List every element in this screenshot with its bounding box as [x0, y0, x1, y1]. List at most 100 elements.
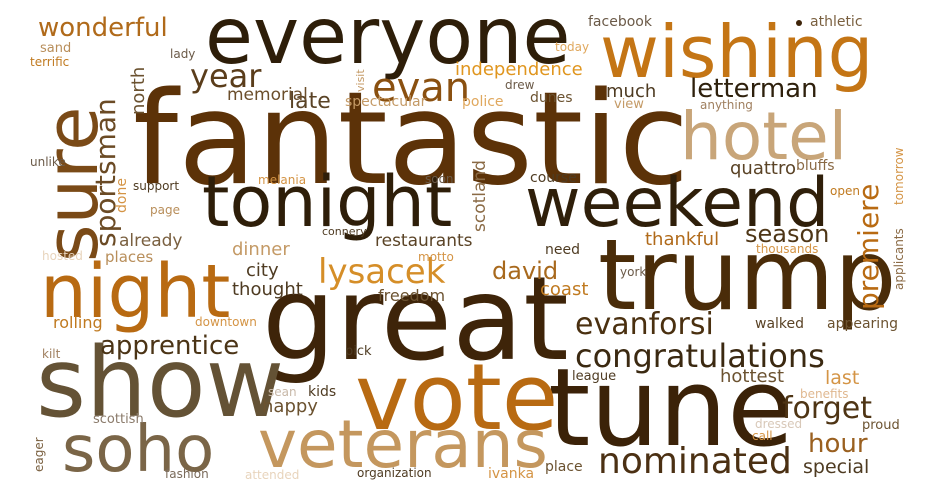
word-spectacular: spectacular: [345, 94, 427, 110]
word-lysacek: lysacek: [318, 252, 446, 292]
word-appearing: appearing: [827, 316, 898, 332]
word-pick: pick: [345, 344, 372, 359]
word-bluffs: bluffs: [796, 158, 835, 174]
word-fashion: fashion: [165, 467, 209, 481]
word-wonderful: wonderful: [38, 13, 168, 43]
word-sean: sean: [268, 385, 297, 399]
word-sportsman: sportsman: [89, 98, 122, 247]
word-freedom: freedom: [378, 286, 446, 305]
word-letterman: letterman: [690, 74, 818, 104]
word-benefits: benefits: [800, 387, 849, 401]
word-need: need: [545, 242, 580, 258]
word-downtown: downtown: [195, 315, 257, 329]
word-weekend: weekend: [525, 164, 830, 243]
word-unlike: unlike: [30, 155, 66, 169]
word-places: places: [105, 248, 154, 266]
word-connery: connery: [322, 225, 367, 238]
word-happy: happy: [262, 396, 318, 417]
word-thankful: thankful: [645, 229, 720, 250]
word-melania: melania: [258, 173, 307, 187]
word-kids: kids: [308, 384, 337, 400]
word-restaurants: restaurants: [375, 231, 473, 251]
word-open: open: [830, 184, 860, 198]
word-congratulations: congratulations: [575, 337, 825, 375]
word-veterans: veterans: [258, 406, 548, 483]
word-hour: hour: [808, 429, 868, 459]
word-motto: motto: [418, 250, 454, 264]
word-forget: forget: [782, 391, 872, 426]
word-great: great: [262, 252, 569, 387]
word-david: david: [492, 257, 559, 285]
word-dunes: dunes: [530, 90, 573, 106]
word-tonight: tonight: [202, 161, 453, 243]
word-hottest: hottest: [720, 366, 785, 387]
word-support: support: [133, 179, 180, 193]
word-rolling: rolling: [53, 313, 103, 332]
word-tune: tune: [548, 346, 794, 471]
word-dinner: dinner: [232, 239, 290, 260]
word-evanforsi: evanforsi: [575, 307, 714, 342]
word-place: place: [545, 459, 583, 475]
word-late: late: [289, 89, 331, 114]
word-thousands: thousands: [756, 242, 819, 256]
word-today: today: [555, 40, 590, 54]
word-coast: coast: [540, 279, 589, 300]
word-apprentice: apprentice: [100, 331, 240, 361]
dot-marker: [796, 20, 802, 26]
word-page: page: [150, 203, 180, 217]
word-soho: soho: [62, 413, 215, 487]
word-season: season: [745, 220, 830, 248]
word-tomorrow: tomorrow: [892, 147, 906, 205]
word-premiere: premiere: [852, 183, 885, 310]
word-sand: sand: [40, 41, 72, 56]
word-athletic: athletic: [810, 14, 863, 30]
word-nominated: nominated: [598, 441, 792, 482]
word-scotland: scotland: [470, 160, 490, 232]
word-facebook: facebook: [588, 14, 652, 30]
word-police: police: [462, 94, 504, 110]
word-dressed: dressed: [755, 417, 803, 431]
word-night: night: [40, 249, 231, 335]
word-fantastic: fantastic: [133, 65, 690, 214]
word-quattro: quattro: [730, 158, 796, 179]
word-soon: soon: [425, 172, 454, 186]
word-ivanka: ivanka: [488, 466, 535, 482]
word-wishing: wishing: [600, 10, 874, 94]
word-attended: attended: [245, 468, 300, 482]
word-much: much: [606, 81, 657, 102]
word-terrific: terrific: [30, 55, 70, 69]
word-league: league: [572, 369, 617, 384]
word-kilt: kilt: [42, 347, 61, 361]
word-walked: walked: [755, 316, 805, 332]
word-show: show: [36, 327, 285, 439]
word-proud: proud: [862, 418, 900, 433]
word-call: call: [752, 429, 773, 443]
word-special: special: [803, 456, 870, 478]
word-city: city: [246, 260, 279, 281]
word-north: north: [128, 66, 149, 115]
word-thought: thought: [232, 279, 303, 300]
word-drew: drew: [505, 78, 535, 92]
word-independence: independence: [455, 59, 583, 80]
word-memorial: memorial: [227, 85, 308, 105]
word-eager: eager: [32, 437, 46, 472]
word-trump: trump: [598, 219, 897, 333]
word-last: last: [825, 367, 860, 389]
word-already: already: [119, 231, 183, 251]
word-everyone: everyone: [205, 0, 571, 82]
word-applicants: applicants: [892, 228, 906, 290]
word-scottish: scottish: [93, 412, 144, 427]
word-organization: organization: [357, 466, 432, 480]
word-view: view: [614, 97, 644, 112]
word-vote: vote: [355, 344, 559, 451]
word-hosted: hosted: [42, 249, 83, 263]
word-course: course: [530, 170, 577, 186]
word-lady: lady: [170, 47, 196, 61]
word-done: done: [114, 178, 130, 213]
word-york: york: [620, 265, 647, 279]
word-anything: anything: [700, 98, 753, 112]
word-visit: visit: [354, 69, 367, 92]
word-evan: evan: [372, 65, 471, 111]
word-year: year: [190, 57, 262, 95]
